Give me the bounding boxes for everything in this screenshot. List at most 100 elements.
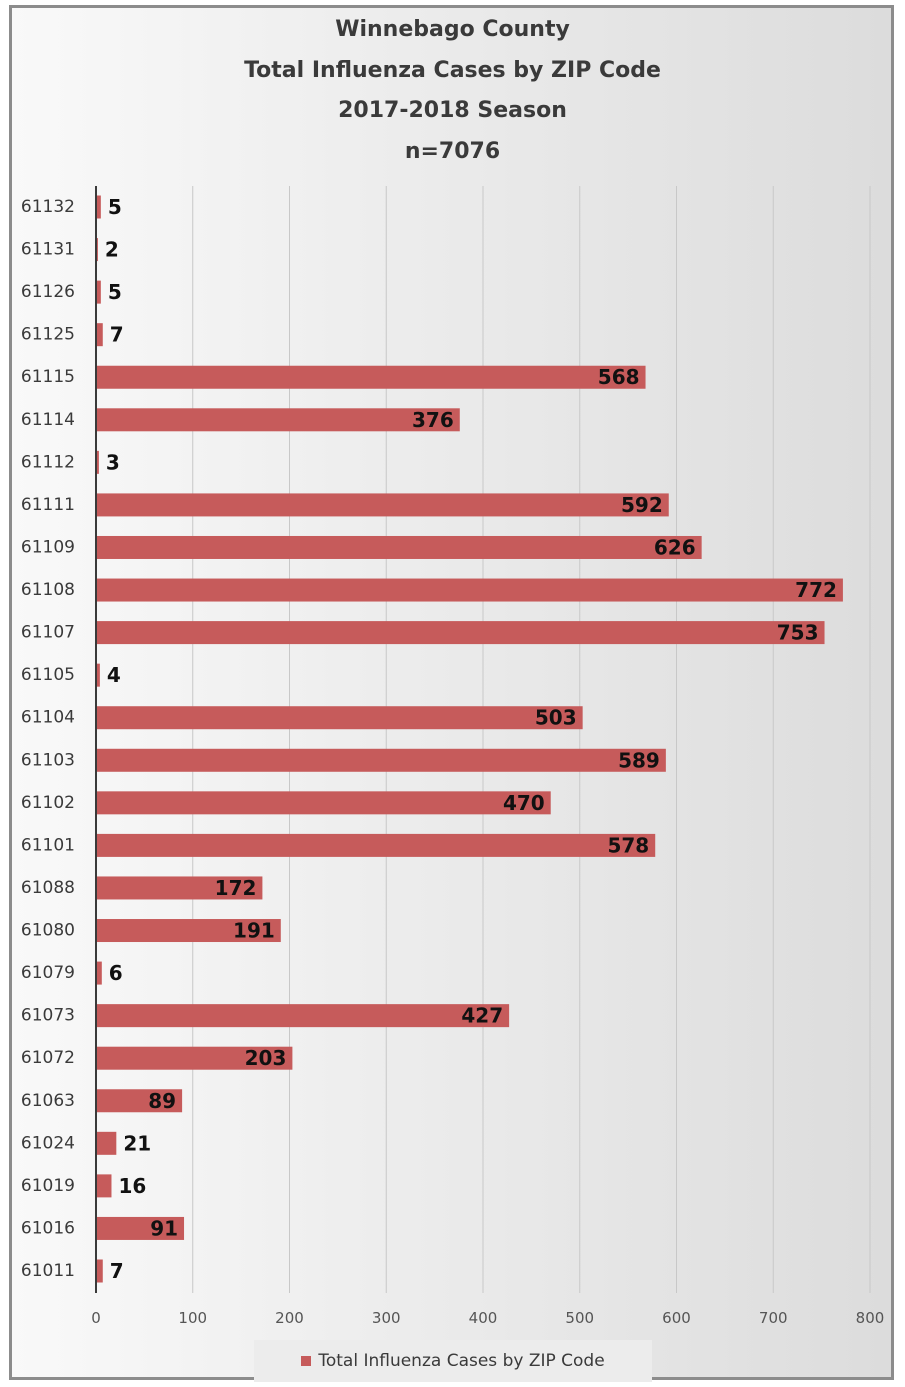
category-label-61107: 61107: [21, 623, 75, 643]
category-label-61112: 61112: [21, 452, 75, 472]
value-label-61072: 203: [245, 1046, 287, 1070]
category-label-61115: 61115: [21, 367, 75, 387]
bar-61072: [96, 1046, 293, 1070]
category-label-61016: 61016: [21, 1218, 75, 1238]
x-tick-label-800: 800: [856, 1309, 885, 1327]
value-label-61109: 626: [654, 535, 696, 559]
bar-61109: [96, 535, 702, 559]
legend-swatch: [301, 1356, 312, 1366]
value-label-61079: 6: [109, 961, 123, 985]
category-label-61072: 61072: [21, 1048, 75, 1068]
value-label-61101: 578: [607, 833, 649, 857]
value-label-61104: 503: [535, 706, 577, 730]
bar-61079: [96, 961, 102, 985]
bar-61073: [96, 1004, 510, 1028]
category-label-61103: 61103: [21, 750, 75, 770]
x-tick-label-600: 600: [662, 1309, 691, 1327]
bar-61011: [96, 1259, 103, 1283]
category-label-61019: 61019: [21, 1176, 75, 1196]
category-label-61102: 61102: [21, 793, 75, 813]
value-label-61016: 91: [150, 1216, 178, 1240]
bar-61115: [96, 365, 646, 389]
bar-61111: [96, 493, 669, 517]
bar-61063: [96, 1089, 183, 1113]
bar-61126: [96, 280, 101, 304]
x-tick-label-100: 100: [178, 1309, 207, 1327]
category-label-61073: 61073: [21, 1006, 75, 1026]
category-label-61104: 61104: [21, 708, 75, 728]
chart-title: Winnebago County Total Influenza Cases b…: [0, 10, 905, 172]
bar-61024: [96, 1131, 117, 1155]
legend-label: Total Influenza Cases by ZIP Code: [318, 1351, 605, 1371]
value-label-61073: 427: [461, 1004, 503, 1028]
value-label-61080: 191: [233, 919, 275, 943]
chart-frame: [9, 5, 894, 1380]
x-tick-label-0: 0: [91, 1309, 101, 1327]
bar-61088: [96, 876, 263, 900]
x-tick-label-700: 700: [759, 1309, 788, 1327]
gridlines: [192, 186, 871, 1293]
value-labels: 5 2 5 7 568 376 3 592 626 772 753 4 503 589 470 578 172 1…: [105, 195, 837, 1283]
value-label-61103: 589: [618, 748, 660, 772]
category-label-61011: 61011: [21, 1261, 75, 1281]
value-label-61024: 21: [123, 1131, 151, 1155]
category-label-61132: 61132: [21, 197, 75, 217]
x-tick-label-200: 200: [275, 1309, 304, 1327]
category-label-61088: 61088: [21, 878, 75, 898]
category-label-61105: 61105: [21, 665, 75, 685]
legend: Total Influenza Cases by ZIP Code: [254, 1340, 652, 1382]
value-label-61011: 7: [110, 1259, 124, 1283]
value-label-61111: 592: [621, 493, 663, 517]
value-label-61125: 7: [110, 323, 124, 347]
bar-61080: [96, 919, 281, 943]
bar-61019: [96, 1174, 112, 1198]
value-label-61019: 16: [118, 1174, 146, 1198]
bar-61112: [96, 450, 99, 474]
category-label-61108: 61108: [21, 580, 75, 600]
value-label-61131: 2: [105, 238, 119, 262]
bar-61102: [96, 791, 551, 815]
category-label-61125: 61125: [21, 325, 75, 345]
category-labels: 61132 61131 61126 61125 61115 61114 61112 61111…: [21, 197, 75, 1281]
category-label-61131: 61131: [21, 240, 75, 260]
category-label-61024: 61024: [21, 1133, 75, 1153]
bar-61104: [96, 706, 583, 730]
category-label-61101: 61101: [21, 835, 75, 855]
category-label-61126: 61126: [21, 282, 75, 302]
bar-61132: [96, 195, 101, 219]
bar-61125: [96, 323, 103, 347]
category-label-61111: 61111: [21, 495, 75, 515]
value-label-61115: 568: [598, 365, 640, 389]
bar-61105: [96, 663, 100, 687]
bar-61016: [96, 1216, 185, 1240]
category-label-61063: 61063: [21, 1091, 75, 1111]
x-tick-label-400: 400: [469, 1309, 498, 1327]
value-label-61102: 470: [503, 791, 545, 815]
category-label-61109: 61109: [21, 537, 75, 557]
chart-title-line-1: Winnebago County: [335, 17, 570, 42]
bar-61108: [96, 578, 843, 602]
chart-title-line-4: n=7076: [404, 138, 501, 164]
category-label-61114: 61114: [21, 410, 75, 430]
bar-61114: [96, 408, 460, 432]
chart-title-line-2: Total Influenza Cases by ZIP Code: [244, 57, 661, 83]
value-label-61063: 89: [148, 1089, 176, 1113]
value-label-61107: 753: [777, 621, 819, 645]
value-label-61112: 3: [106, 450, 120, 474]
x-tick-labels: 0 100 200 300 400 500 600 700 800: [91, 1309, 884, 1327]
value-label-61126: 5: [108, 280, 122, 304]
category-label-61079: 61079: [21, 963, 75, 983]
value-label-61088: 172: [215, 876, 257, 900]
value-label-61114: 376: [412, 408, 454, 432]
x-tick-label-500: 500: [565, 1309, 594, 1327]
bar-61103: [96, 748, 666, 772]
bar-61101: [96, 833, 656, 857]
bars: [96, 195, 843, 1283]
value-label-61108: 772: [795, 578, 837, 602]
value-label-61105: 4: [107, 663, 121, 687]
category-label-61080: 61080: [21, 921, 75, 941]
bar-61107: [96, 621, 825, 645]
chart-title-line-3: 2017-2018 Season: [338, 98, 567, 123]
x-tick-label-300: 300: [372, 1309, 401, 1327]
